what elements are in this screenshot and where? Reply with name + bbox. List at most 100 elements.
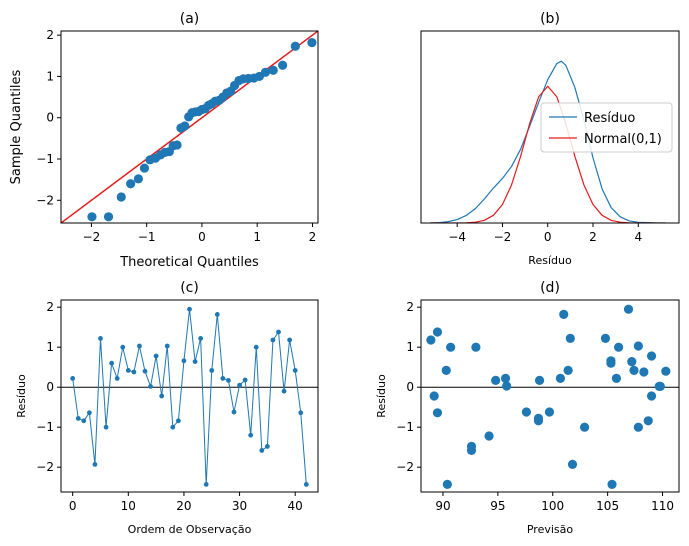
residual-point — [125, 368, 131, 373]
fitted-residual-point — [639, 367, 649, 377]
residual-point — [109, 360, 115, 366]
chart-title-a: (a) — [180, 11, 200, 27]
fitted-residual-point — [555, 373, 566, 383]
x-tick-label-c: 20 — [176, 499, 191, 513]
y-axis-label-c: Resíduo — [15, 374, 28, 418]
residual-point — [98, 336, 103, 341]
fitted-residual-point — [432, 408, 443, 418]
y-tick-label-c: 1 — [46, 340, 54, 354]
residual-point — [276, 329, 281, 335]
residual-point — [159, 393, 165, 399]
residual-point — [237, 382, 242, 388]
fitted-residual-point — [607, 479, 617, 489]
plot-area-d — [421, 304, 679, 489]
fitted-residual-point — [491, 375, 501, 385]
y-tick-label-d: 1 — [406, 340, 414, 354]
fitted-residual-point — [661, 366, 671, 376]
residual-point — [131, 369, 137, 375]
residual-point — [248, 432, 254, 438]
x-axis-label-a: Theoretical Quantiles — [119, 255, 259, 270]
fitted-residual-point — [643, 416, 653, 426]
fitted-residual-point — [611, 373, 622, 383]
residual-point — [164, 343, 170, 349]
residual-point — [298, 410, 304, 416]
fitted-residual-point — [633, 341, 643, 351]
fitted-residual-point — [623, 304, 634, 314]
x-tick-label-b: −4 — [448, 230, 466, 244]
residual-point — [148, 384, 153, 389]
fitted-residual-point — [559, 309, 569, 319]
y-tick-label-a: 0 — [46, 111, 54, 125]
residual-series-line — [72, 309, 307, 485]
x-tick-label-d: 105 — [596, 499, 619, 513]
fitted-residual-point — [633, 422, 643, 432]
x-axis-label-d: Previsão — [527, 523, 574, 536]
residual-point — [86, 410, 92, 416]
residual-point — [220, 376, 226, 381]
plot-area-c — [61, 306, 318, 487]
residual-point — [187, 306, 192, 312]
residual-point — [303, 482, 309, 487]
chart-title-c: (c) — [180, 280, 199, 296]
residual-point — [198, 336, 204, 341]
reference-line — [61, 31, 318, 223]
plot-area-a — [61, 31, 318, 223]
fitted-residual-point — [606, 356, 616, 366]
fitted-residual-point — [446, 342, 456, 352]
legend-box — [540, 102, 673, 153]
x-tick-label-b: 4 — [634, 230, 642, 244]
y-axis-label-a: Sample Quantiles — [9, 69, 24, 184]
fitted-residual-point — [432, 327, 443, 337]
qq-point — [278, 60, 288, 70]
legend-entry: Normal(0,1) — [584, 132, 662, 147]
fitted-residual-point — [544, 407, 555, 417]
fitted-residual-point — [441, 365, 451, 375]
x-tick-label-c: 10 — [121, 499, 136, 513]
fitted-residual-point — [627, 357, 637, 367]
fitted-residual-point — [442, 479, 452, 489]
fitted-residual-point — [646, 351, 657, 361]
residual-point — [270, 337, 276, 343]
y-tick-label-d: 2 — [406, 300, 414, 314]
fitted-residual-point — [579, 422, 590, 432]
x-tick-label-c: 40 — [288, 499, 303, 513]
residual-point — [209, 368, 215, 373]
y-tick-label-a: −1 — [36, 152, 54, 166]
panel-d: (d) 90 95 100 105 110 −2 −1 0 1 2 Previsão Resíduo — [375, 280, 680, 536]
residual-point — [175, 418, 181, 424]
panel-c: (c) 0 10 20 30 40 −2 −1 0 1 2 Ordem de Observação Re… — [15, 280, 319, 536]
density-line-residuo — [430, 60, 666, 223]
qq-point — [87, 212, 97, 222]
fitted-residual-point — [521, 407, 531, 417]
residual-point — [153, 353, 159, 359]
x-axis-label-c: Ordem de Observação — [128, 523, 252, 536]
y-tick-label-a: 1 — [46, 69, 54, 83]
fitted-residual-point — [565, 333, 575, 343]
qq-point — [139, 163, 150, 173]
residual-point — [92, 462, 98, 467]
axes-frame-b — [420, 30, 680, 224]
residual-point — [142, 368, 148, 374]
panel-a: (a) −2 −1 0 1 2 −2 −1 0 1 2 Theoretical Quantiles Sa… — [9, 11, 319, 270]
x-tick-label-b: 2 — [589, 230, 597, 244]
residual-point — [287, 337, 293, 343]
x-tick-label-d: 90 — [435, 499, 450, 513]
qq-point — [290, 41, 300, 51]
residual-point — [231, 409, 237, 415]
legend: Resíduo Normal(0,1) — [540, 102, 673, 153]
qq-point — [116, 192, 126, 202]
x-tick-label-b: −2 — [494, 230, 512, 244]
qq-point — [268, 65, 278, 75]
fitted-residual-point — [655, 381, 665, 391]
y-tick-label-c: −2 — [36, 460, 54, 474]
residual-point — [203, 482, 209, 487]
x-tick-label-a: 0 — [198, 230, 206, 244]
fitted-residual-point — [471, 342, 481, 352]
legend-entry: Resíduo — [584, 111, 635, 126]
x-tick-label-d: 110 — [651, 499, 674, 513]
residual-point — [259, 448, 265, 453]
x-tick-label-b: 0 — [544, 230, 552, 244]
residual-point — [170, 424, 176, 430]
axes-frame-d — [420, 299, 680, 493]
